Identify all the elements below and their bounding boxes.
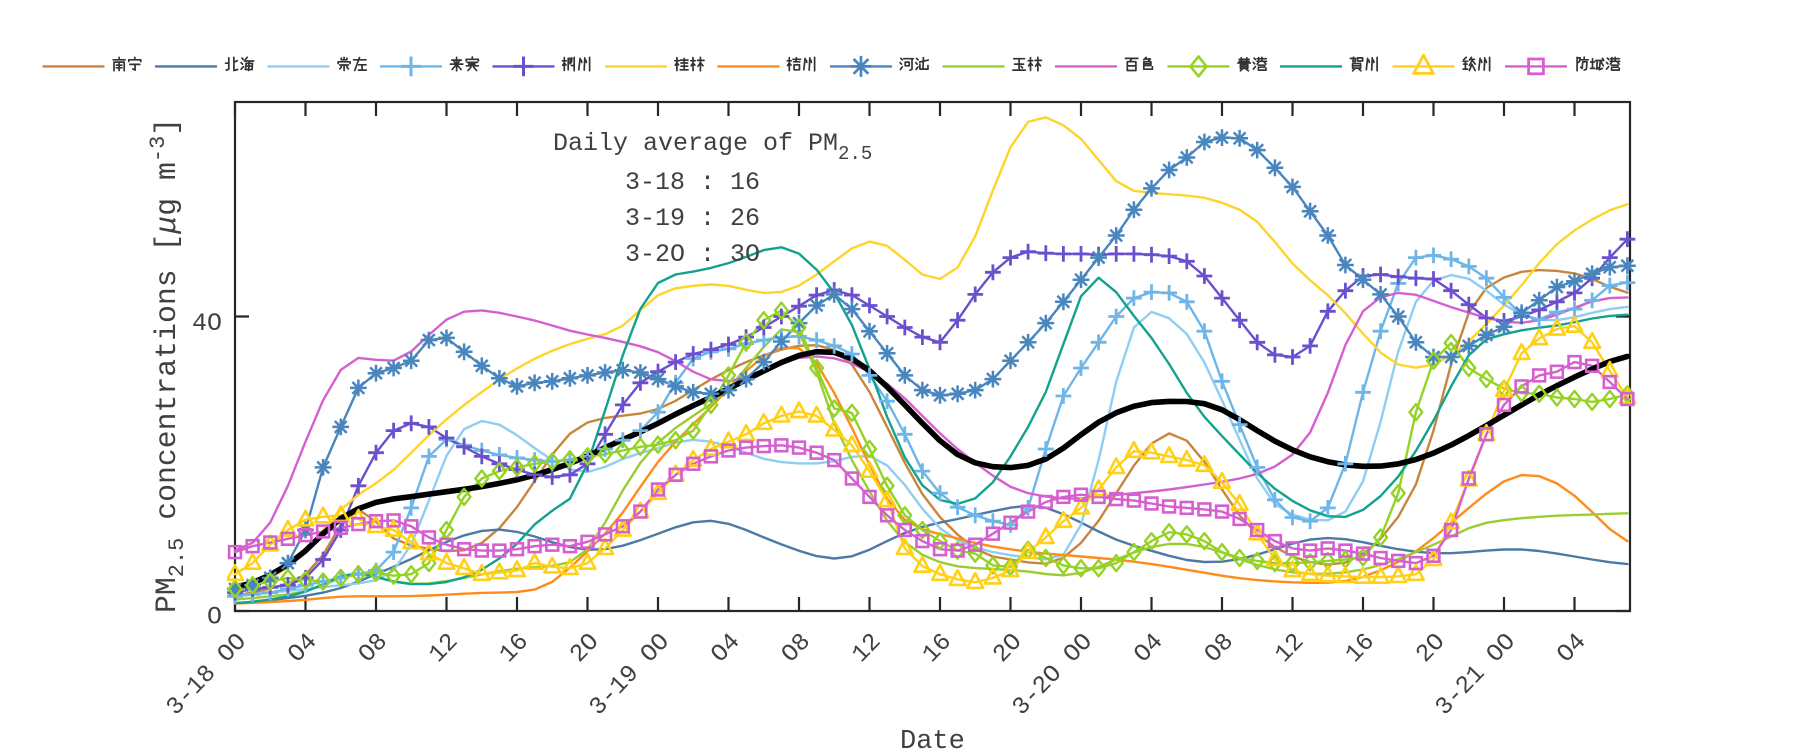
svg-text:Date: Date [900, 727, 965, 750]
svg-text:PM2.5 concentrations [μg m-3]: PM2.5 concentrations [μg m-3] [146, 118, 190, 613]
svg-text:3-2O : 3O: 3-2O : 3O [625, 240, 760, 269]
svg-text:3-18 : 16: 3-18 : 16 [625, 168, 760, 197]
svg-text:4O: 4O [192, 309, 222, 338]
svg-text:3-19 : 26: 3-19 : 26 [625, 204, 760, 233]
svg-text:O: O [207, 603, 222, 632]
